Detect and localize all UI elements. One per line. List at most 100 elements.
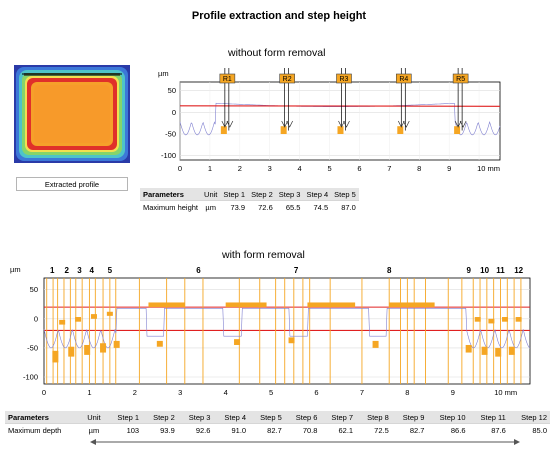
y-tick-label: 50 — [168, 86, 176, 95]
marker-label: R4 — [399, 76, 408, 83]
step-depth-bar — [84, 344, 91, 355]
step-label: 8 — [387, 266, 392, 275]
table-row: Maximum depth µm 103 93.9 92.6 91.0 82.7 70.8 62… — [5, 423, 550, 436]
x-tick-label: 8 — [417, 164, 421, 173]
top-profile-chart[interactable]: 50 0 -50 -100 µm 0 1 2 3 4 5 6 7 8 9 10 mm R1 R2 R3 R4 R5 — [150, 60, 510, 185]
x-tick-label: 9 — [447, 164, 451, 173]
step-depth-bar — [515, 317, 522, 322]
column-header: Step 1 — [106, 411, 143, 424]
step-label: 3 — [77, 266, 82, 275]
step-depth-bar — [481, 346, 488, 355]
x-tick-label: 6 — [357, 164, 361, 173]
marker-arrow — [281, 120, 288, 128]
y-tick-label: -100 — [161, 151, 176, 160]
marker-label: R2 — [283, 76, 292, 83]
step-label: 9 — [466, 266, 471, 275]
step-depth-bar — [372, 340, 379, 348]
step-bar — [337, 126, 344, 134]
step-bar — [280, 126, 287, 134]
table-cell: 65.5 — [275, 200, 304, 213]
step-depth-bar — [106, 311, 113, 316]
column-header: Step 4 — [303, 188, 332, 201]
table-cell: 86.6 — [427, 423, 469, 436]
bottom-chart-subtitle: with form removal — [222, 249, 305, 261]
y-tick-label: -50 — [165, 130, 176, 139]
marker-label: R3 — [340, 76, 349, 83]
table-cell: 70.8 — [284, 423, 321, 436]
scroll-left-icon — [90, 439, 96, 445]
extracted-profile-button[interactable]: Extracted profile — [16, 177, 128, 191]
marker-arrow — [454, 120, 462, 128]
table-cell: 72.6 — [248, 200, 276, 213]
marker-arrow — [343, 120, 350, 128]
plot-frame — [179, 81, 501, 161]
x-tick-label: 4 — [224, 388, 228, 397]
bottom-results-table: Parameters Unit Step 1 Step 2 Step 3 Step 4 St… — [5, 411, 550, 436]
step-depth-bar — [465, 344, 472, 353]
step-depth-bar — [474, 317, 481, 322]
column-header: Step 9 — [391, 411, 428, 424]
table-cell: 85.0 — [508, 423, 550, 436]
x-tick-label: 10 mm — [477, 164, 500, 173]
page-title: Profile extraction and step height — [191, 10, 367, 22]
plateau-bar — [307, 302, 356, 308]
column-header: Unit — [201, 188, 221, 201]
column-header: Step 6 — [284, 411, 321, 424]
x-tick-label: 4 — [298, 164, 302, 173]
plateau-bar — [389, 302, 435, 308]
column-header: Step 5 — [331, 188, 359, 201]
step-depth-bar — [495, 347, 502, 357]
y-tick-label: 0 — [34, 314, 38, 323]
y-unit-label: µm — [158, 69, 169, 78]
plateau-bar — [148, 302, 185, 308]
plateau-bar — [225, 302, 267, 308]
marker-arrow — [338, 120, 345, 128]
marker-arrow — [221, 120, 229, 128]
y-tick-label: -50 — [27, 343, 38, 352]
step-depth-bar — [156, 340, 163, 347]
step-bar — [454, 126, 461, 134]
x-tick-label: 5 — [327, 164, 331, 173]
table-cell: 82.7 — [391, 423, 428, 436]
table-cell: 74.5 — [303, 200, 332, 213]
marker-arrow — [402, 120, 410, 128]
step-bar — [397, 126, 404, 134]
table-header-row: Parameters Unit Step 1 Step 2 Step 3 Step 4 St… — [5, 411, 550, 424]
column-header: Step 10 — [427, 411, 469, 424]
y-tick-label: -100 — [23, 373, 38, 382]
x-tick-label: 1 — [208, 164, 212, 173]
marker-label: R1 — [223, 76, 232, 83]
table-cell: 72.5 — [356, 423, 392, 436]
step-depth-bar — [488, 318, 495, 324]
step-label: 10 — [480, 266, 489, 275]
column-header: Step 5 — [249, 411, 285, 424]
marker-arrow — [397, 120, 405, 128]
x-tick-label: 2 — [238, 164, 242, 173]
step-label: 5 — [108, 266, 113, 275]
x-tick-label: 1 — [87, 388, 91, 397]
plot-frame — [43, 277, 531, 385]
profile-line — [179, 102, 501, 136]
column-header: Step 3 — [275, 188, 304, 201]
x-tick-label: 10 mm — [494, 388, 517, 397]
step-depth-bar — [68, 346, 75, 357]
step-depth-bar — [288, 337, 295, 344]
table-cell: 87.6 — [468, 423, 509, 436]
step-depth-bar — [508, 346, 515, 355]
profile-line — [43, 308, 531, 349]
column-header: Step 7 — [320, 411, 357, 424]
column-header: Step 1 — [220, 188, 249, 201]
table-cell: Maximum height — [140, 200, 202, 213]
table-cell: 62.1 — [320, 423, 357, 436]
x-tick-label: 0 — [178, 164, 182, 173]
column-header: Step 2 — [248, 188, 276, 201]
y-unit-label: µm — [10, 265, 21, 274]
top-results-table: Parameters Unit Step 1 Step 2 Step 3 Step 4 St… — [140, 188, 359, 213]
marker-tag — [219, 73, 236, 84]
table-cell: µm — [201, 200, 221, 213]
height-map-thumbnail[interactable] — [14, 65, 130, 163]
step-label: 4 — [89, 266, 94, 275]
horizontal-scrollbar[interactable] — [90, 438, 520, 446]
column-header: Step 3 — [177, 411, 214, 424]
